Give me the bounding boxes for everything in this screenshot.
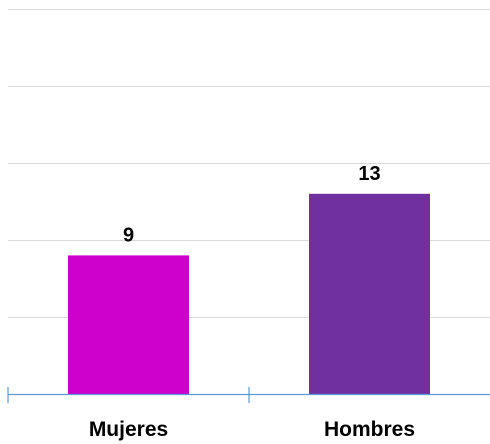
- category-label-hombres: Hombres: [324, 418, 415, 441]
- x-axis: [7, 387, 490, 403]
- bar-hombres: [309, 193, 430, 394]
- data-label-hombres: 13: [358, 163, 380, 185]
- bars: [68, 193, 430, 394]
- data-label-mujeres: 9: [123, 224, 134, 246]
- labels: 9 Mujeres 13 Hombres: [89, 163, 415, 441]
- bar-mujeres: [68, 255, 189, 394]
- category-label-mujeres: Mujeres: [89, 418, 168, 441]
